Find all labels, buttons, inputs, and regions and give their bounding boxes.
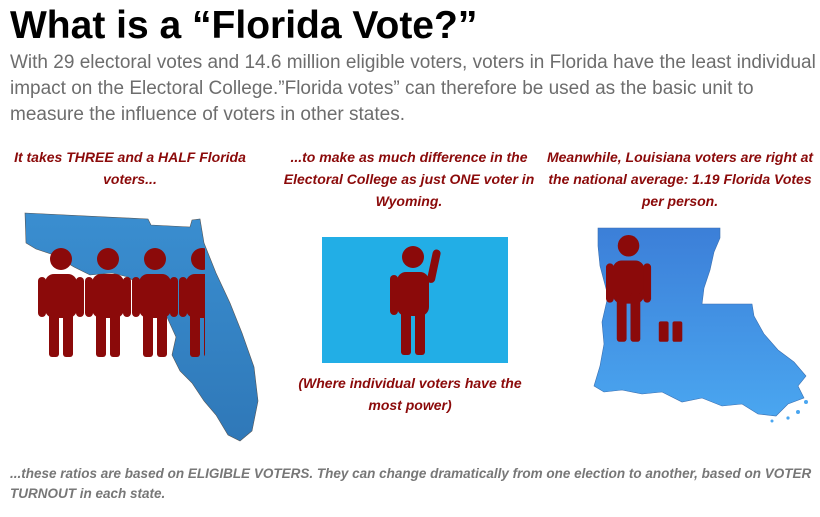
- florida-voter-2: [85, 248, 131, 357]
- florida-voter-4: [179, 248, 205, 357]
- louisiana-voter-fraction: [658, 321, 683, 342]
- louisiana-delta: [770, 400, 808, 423]
- wyoming-note: (Where individual voters have the most p…: [298, 375, 522, 413]
- footnote: ...these ratios are based on ELIGIBLE VO…: [10, 466, 812, 501]
- florida-voter-1: [38, 248, 84, 357]
- florida-shape: [24, 212, 259, 442]
- louisiana-map: [593, 227, 808, 423]
- louisiana-caption: Meanwhile, Louisiana voters are right at…: [546, 149, 814, 209]
- florida-voters: [38, 248, 205, 357]
- intro-paragraph: With 29 electoral votes and 14.6 million…: [10, 52, 816, 125]
- louisiana-voter-1: [606, 234, 652, 342]
- wyoming-voter: [390, 246, 441, 355]
- wyoming-caption: ...to make as much difference in the Ele…: [283, 149, 535, 209]
- florida-map: [24, 212, 259, 442]
- wyoming-map: [322, 237, 508, 363]
- louisiana-voters: [606, 234, 683, 342]
- florida-voter-3: [132, 248, 178, 357]
- florida-caption: It takes THREE and a HALF Florida voters…: [14, 149, 246, 187]
- page-title: What is a “Florida Vote?”: [10, 4, 478, 47]
- wyoming-voter-1: [390, 246, 441, 355]
